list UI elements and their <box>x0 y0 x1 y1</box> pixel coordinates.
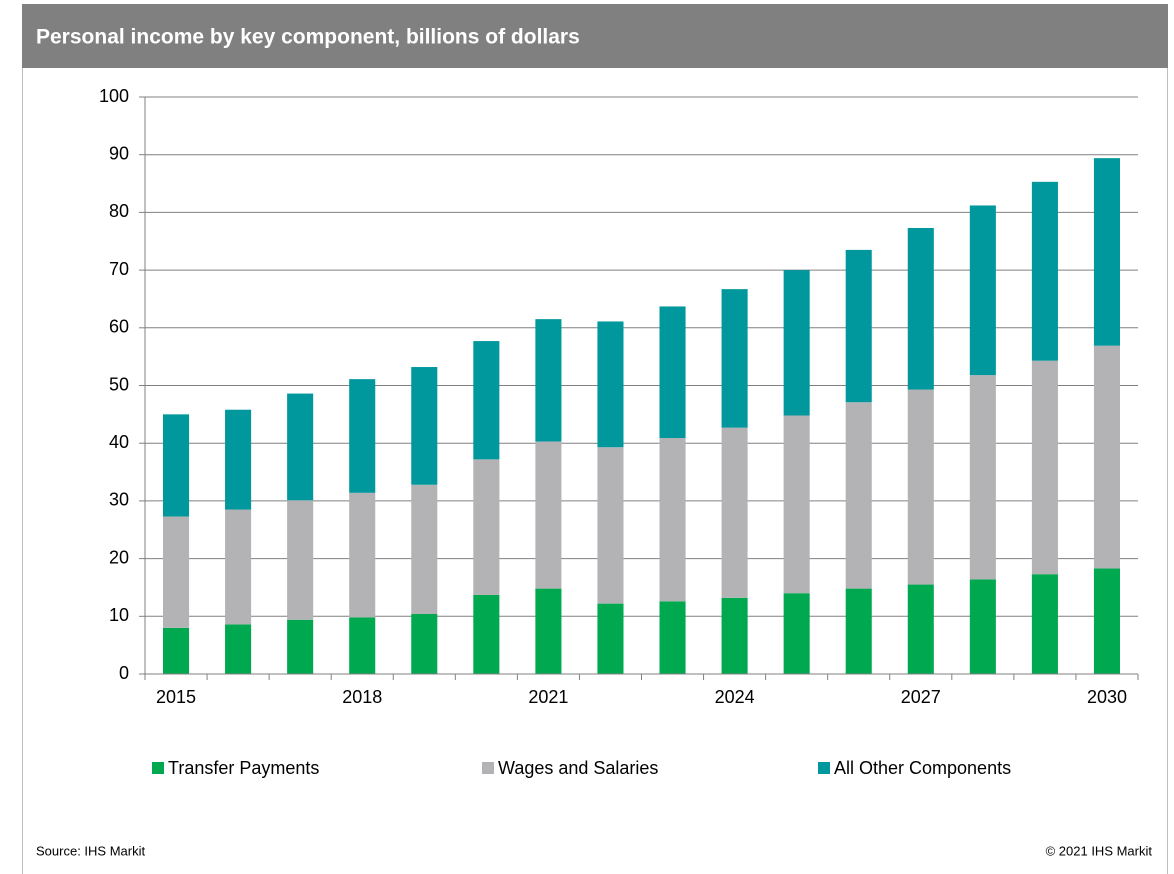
x-tick-label: 2021 <box>528 687 568 707</box>
bar-segment <box>783 415 810 594</box>
legend-swatch <box>818 762 830 774</box>
bar-segment <box>969 579 996 674</box>
legend-swatch <box>482 762 494 774</box>
bar-segment <box>162 516 190 628</box>
bar-segment <box>287 393 314 501</box>
bar-segment <box>1093 568 1121 674</box>
bar-segment <box>225 624 252 674</box>
bar-segment <box>721 289 748 428</box>
bar-segment <box>411 613 438 674</box>
y-tick-label: 50 <box>109 374 129 394</box>
y-tick-label: 60 <box>109 317 129 337</box>
bar-segment <box>162 414 190 517</box>
bar-segment <box>535 441 562 589</box>
bar-segment <box>287 500 314 620</box>
bar-segment <box>597 447 624 604</box>
bar-segment <box>535 588 562 674</box>
bar-segment <box>721 427 748 598</box>
bar-segment <box>845 402 872 589</box>
y-tick-label: 100 <box>99 86 129 106</box>
bar-segment <box>411 484 438 614</box>
bar-segment <box>783 270 810 416</box>
bar-segment <box>907 584 934 674</box>
bar-segment <box>659 438 686 602</box>
y-tick-label: 0 <box>119 663 129 683</box>
bar-segment <box>473 341 500 460</box>
y-tick-label: 70 <box>109 259 129 279</box>
bar-segment <box>845 588 872 674</box>
y-tick-label: 30 <box>109 490 129 510</box>
legend-label: Transfer Payments <box>168 758 319 778</box>
bar-segment <box>349 379 376 493</box>
bar-segment <box>349 617 376 674</box>
bar-segment <box>845 249 872 403</box>
bar-segment <box>721 597 748 674</box>
bar-segment <box>1031 181 1058 361</box>
bar-segment <box>597 321 624 448</box>
y-tick-label: 80 <box>109 201 129 221</box>
bar-segment <box>783 593 810 674</box>
bar-segment <box>162 627 190 674</box>
bar-segment <box>225 509 252 625</box>
legend-swatch <box>152 762 164 774</box>
y-tick-label: 20 <box>109 547 129 567</box>
bar-segment <box>535 319 562 442</box>
legend-label: Wages and Salaries <box>498 758 658 778</box>
bar-segment <box>907 227 934 390</box>
bar-segment <box>473 459 500 595</box>
bar-segment <box>1031 574 1058 674</box>
x-tick-label: 2030 <box>1087 687 1127 707</box>
source: Source: IHS Markit <box>36 843 145 858</box>
legend-label: All Other Components <box>834 758 1011 778</box>
bar-segment <box>1031 360 1058 575</box>
x-tick-label: 2015 <box>156 687 196 707</box>
y-tick-label: 40 <box>109 432 129 452</box>
bar-segment <box>969 375 996 580</box>
bar-segment <box>659 601 686 674</box>
x-tick-label: 2018 <box>342 687 382 707</box>
header-bar <box>22 4 1168 68</box>
bar-segment <box>969 205 996 376</box>
bar-segment <box>473 594 500 674</box>
bar-segment <box>659 306 686 439</box>
y-tick-label: 90 <box>109 143 129 163</box>
bar-segment <box>411 367 438 485</box>
y-tick-label: 10 <box>109 605 129 625</box>
copyright: © 2021 IHS Markit <box>1046 843 1153 858</box>
bar-segment <box>907 389 934 585</box>
bar-segment <box>1093 158 1121 346</box>
bar-segment <box>287 619 314 674</box>
chart-title: Personal income by key component, billio… <box>36 26 580 49</box>
bar-segment <box>597 603 624 674</box>
bar-segment <box>225 409 252 510</box>
x-tick-label: 2024 <box>715 687 755 707</box>
x-tick-label: 2027 <box>901 687 941 707</box>
bar-segment <box>349 492 376 618</box>
bar-segment <box>1093 345 1121 569</box>
